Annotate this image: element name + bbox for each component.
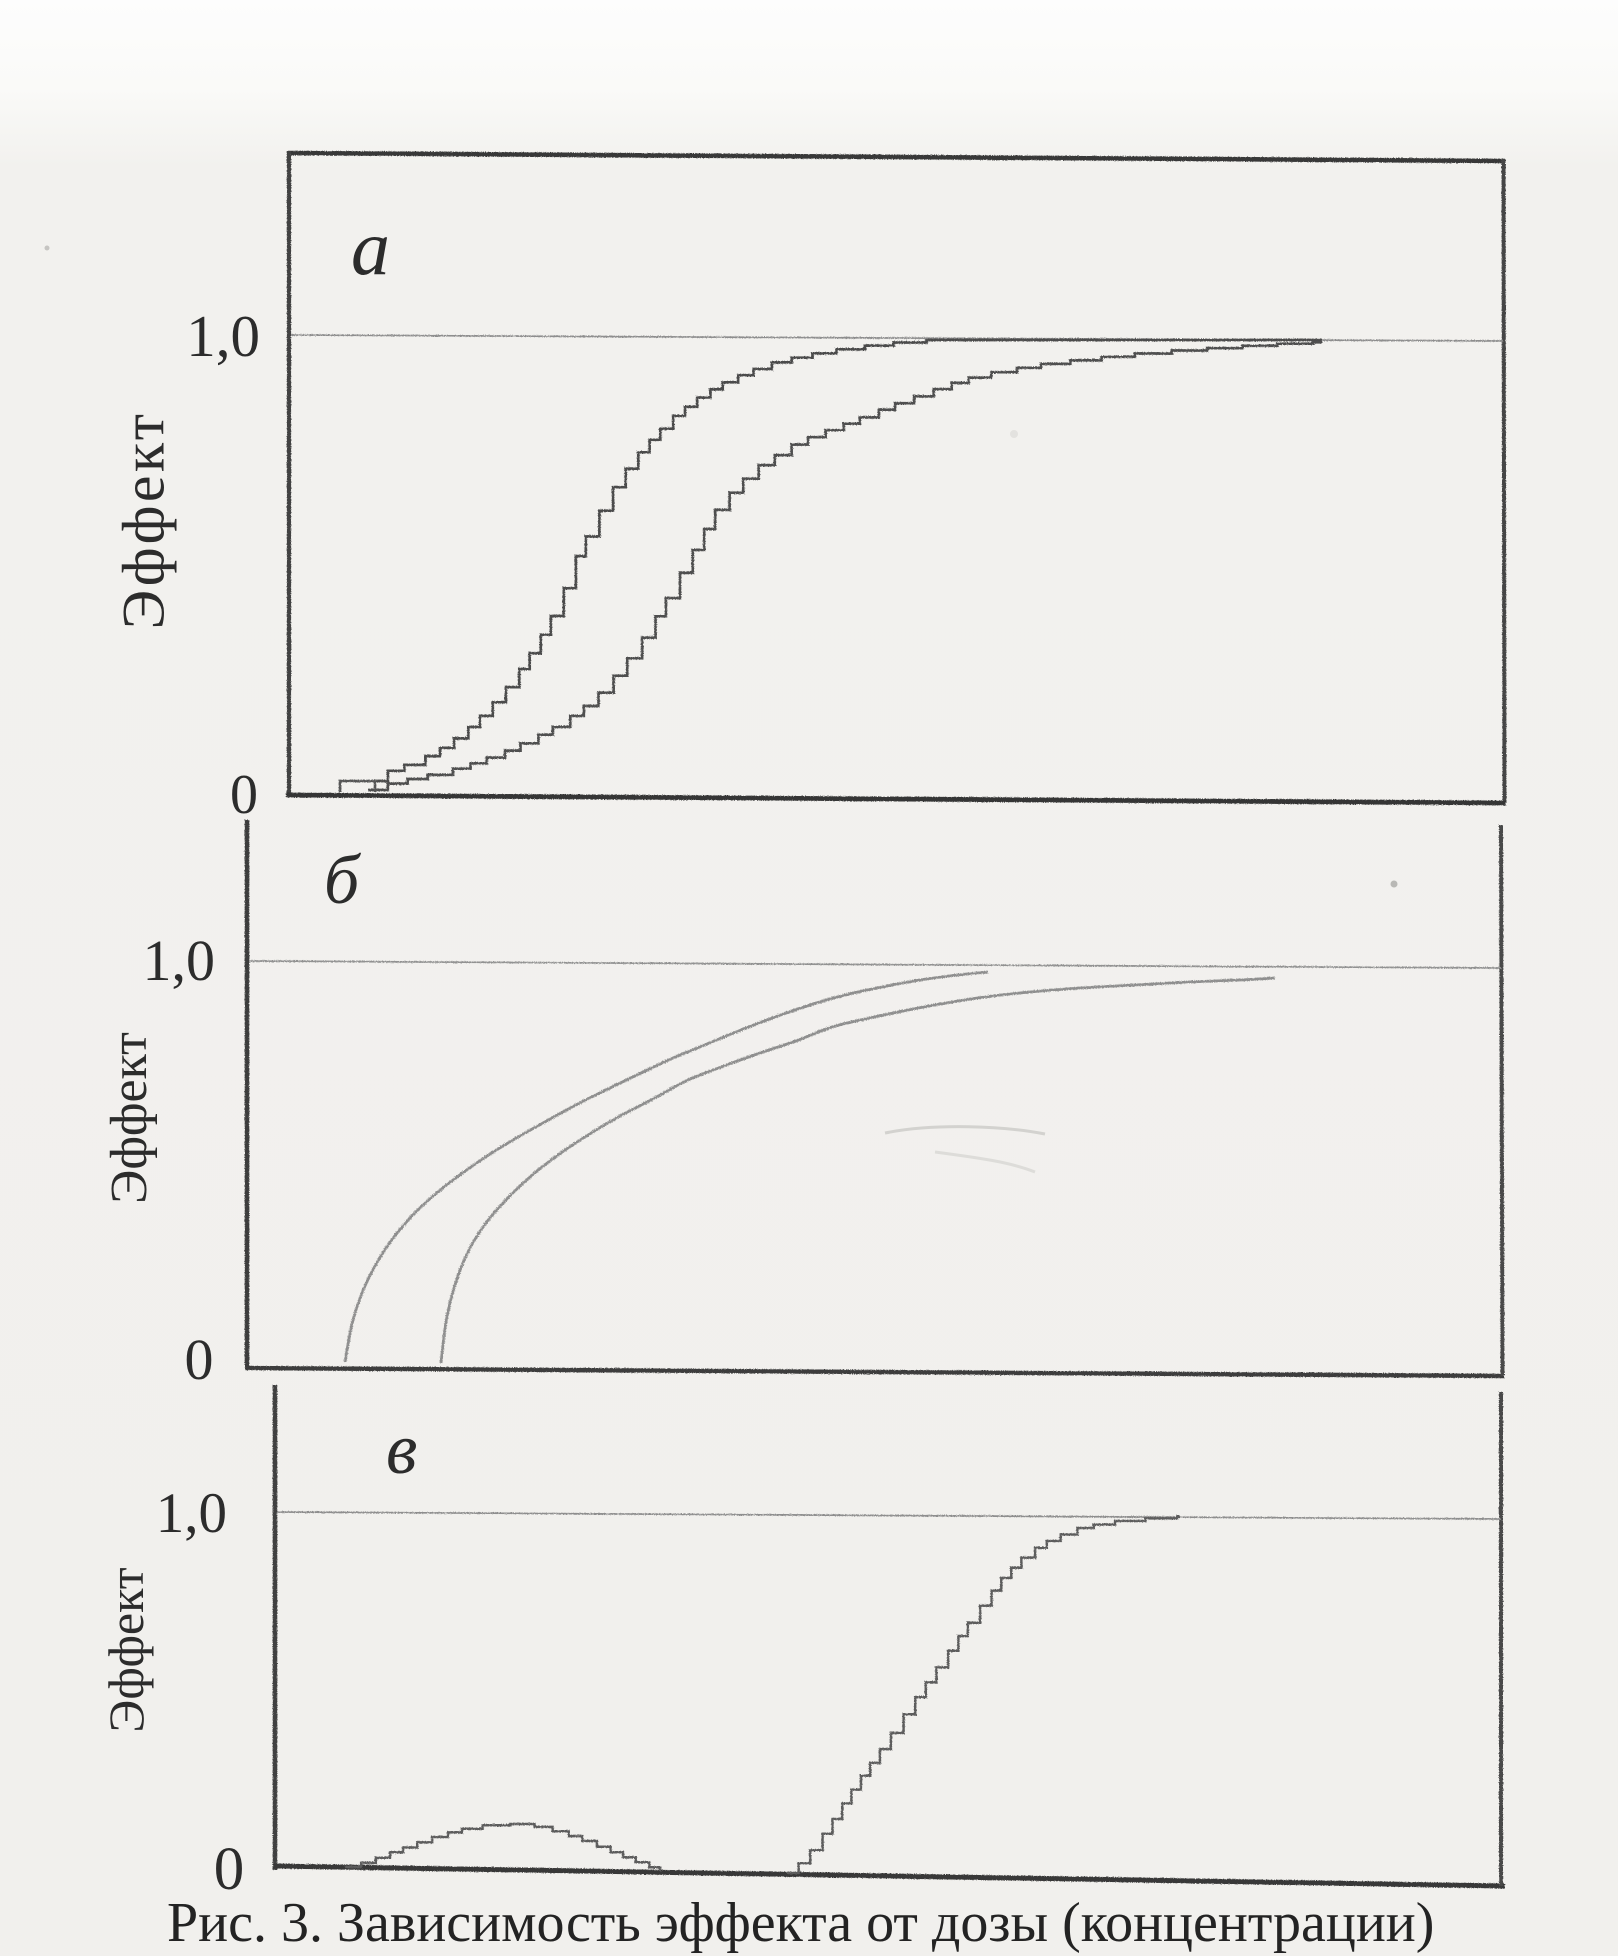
svg-text:0: 0 <box>230 764 258 826</box>
svg-text:в: в <box>386 1409 417 1489</box>
svg-text:Эффект: Эффект <box>98 1567 154 1732</box>
svg-text:0: 0 <box>214 1836 245 1903</box>
svg-text:а: а <box>351 204 390 291</box>
svg-text:Рис. 3. Зависимость эффекта от: Рис. 3. Зависимость эффекта от дозы (кон… <box>167 1892 1434 1954</box>
svg-text:1,0: 1,0 <box>156 1482 227 1545</box>
svg-text:Эффект: Эффект <box>101 1032 158 1204</box>
svg-text:0: 0 <box>185 1327 214 1392</box>
svg-text:1,0: 1,0 <box>143 928 216 993</box>
svg-text:Эффект: Эффект <box>111 411 177 630</box>
svg-text:1,0: 1,0 <box>186 303 260 369</box>
svg-text:б: б <box>324 842 362 919</box>
